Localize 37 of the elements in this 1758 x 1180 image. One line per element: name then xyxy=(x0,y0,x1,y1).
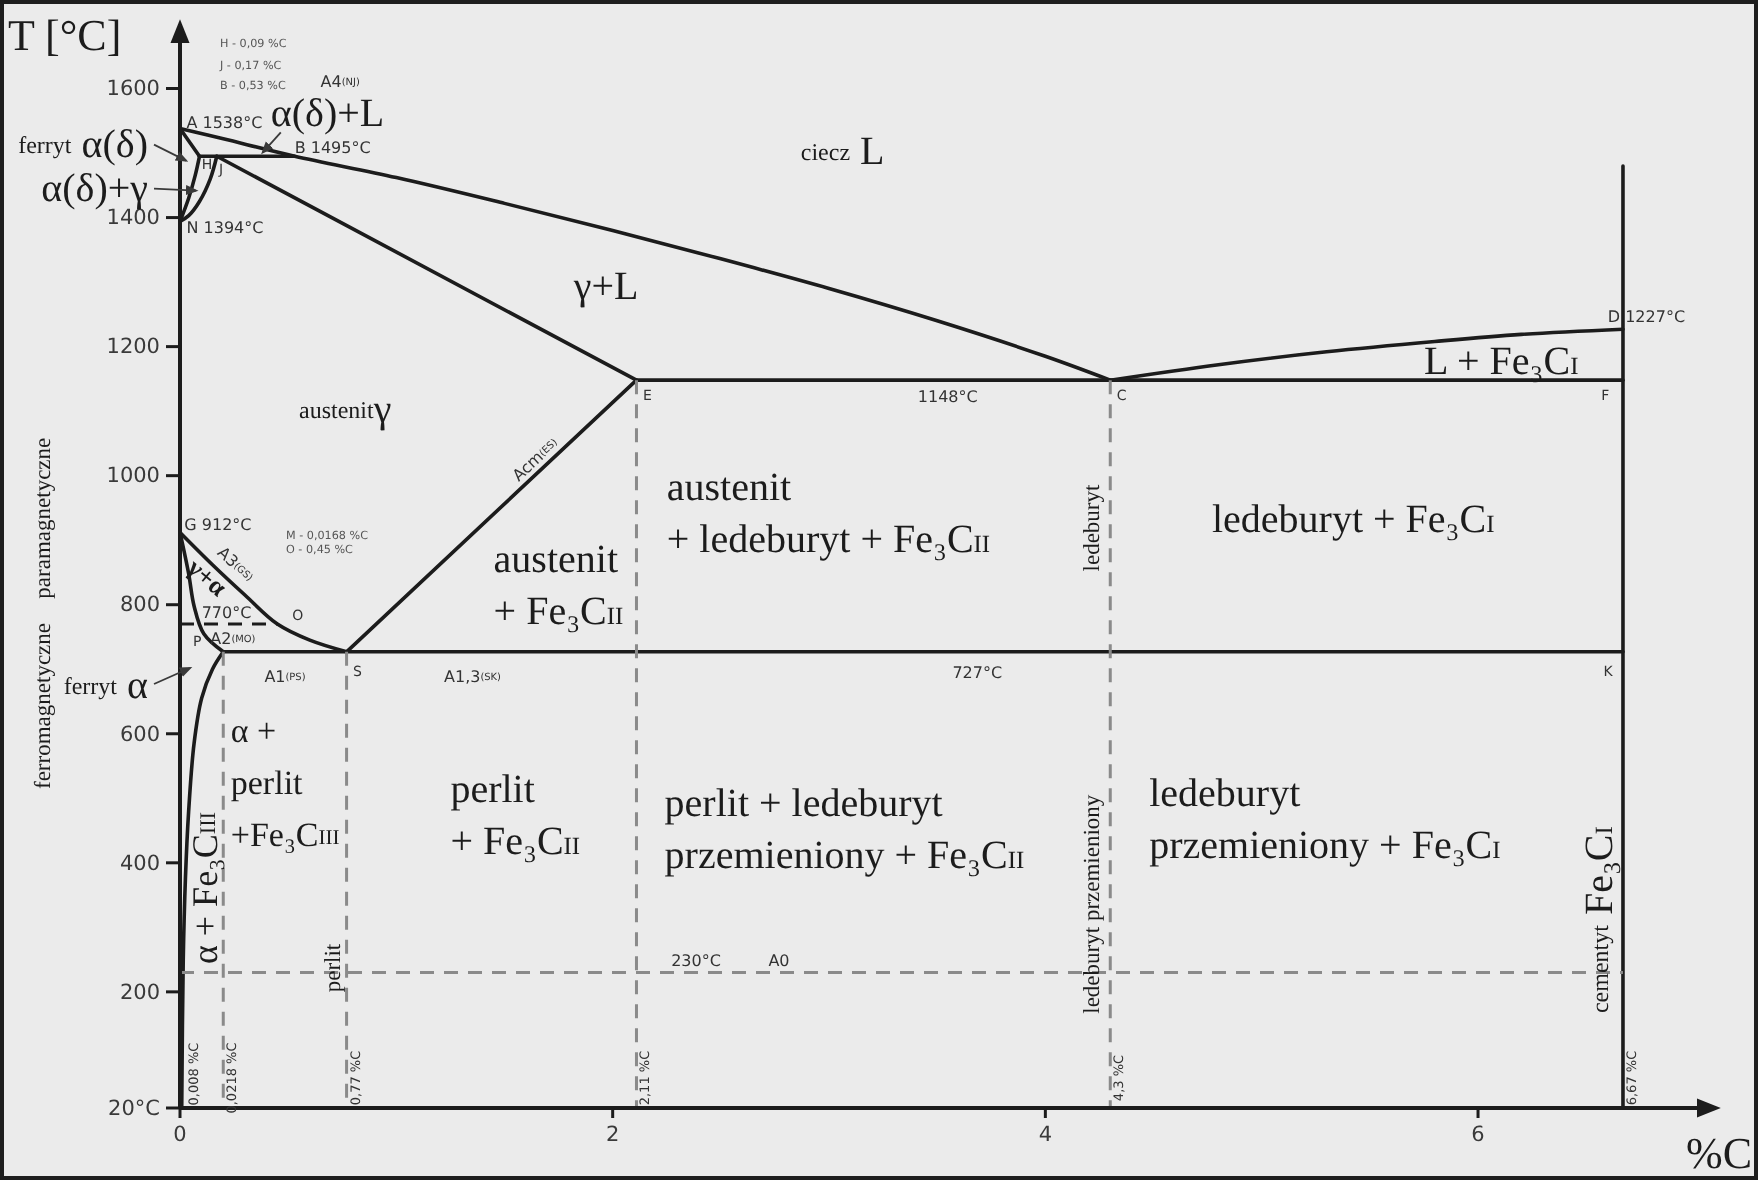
x-tick-label: 2 xyxy=(605,1122,620,1147)
annotation: ledeburyt przemieniony xyxy=(1081,794,1105,1014)
annotation: 1148°C xyxy=(917,387,979,406)
annotation: perlit xyxy=(321,942,346,993)
annotation: D 1227°C xyxy=(1607,307,1686,326)
annotation: ciecz L xyxy=(800,130,885,175)
text: paramagnetyczne xyxy=(32,437,56,599)
y-tick-label: 1400 xyxy=(106,206,160,231)
x-tick-label: 6 xyxy=(1471,1122,1486,1147)
y-tick-label: 400 xyxy=(119,851,160,876)
y-tick-label: 800 xyxy=(119,593,160,618)
text: ferryt α(δ) xyxy=(18,122,148,167)
y-tick-label: 600 xyxy=(119,722,160,747)
y-tick-label: 20°C xyxy=(108,1096,160,1121)
y-tick-label: 1200 xyxy=(106,335,160,360)
y-tick-label: 1600 xyxy=(106,77,160,102)
annotation: N 1394°C xyxy=(186,218,265,237)
annotation: γ+L xyxy=(571,264,639,309)
text: α(δ)+γ xyxy=(41,166,149,211)
annotation: ledeburyt xyxy=(1081,482,1105,572)
annotation: A0 xyxy=(768,950,790,969)
annotation: G 912°C xyxy=(184,515,253,534)
annotation: austenitγ xyxy=(299,388,392,433)
y-tick-label: 200 xyxy=(119,980,160,1005)
text: ferromagnetyczne xyxy=(32,622,56,790)
text: ferryt α xyxy=(63,664,150,708)
annotation: 770°C xyxy=(201,602,253,621)
y-tick-label: 1000 xyxy=(106,464,160,489)
y-axis-title: T [°C] xyxy=(8,9,122,59)
x-tick-label: 4 xyxy=(1038,1122,1053,1147)
annotation: 727°C xyxy=(952,662,1003,681)
annotation: 230°C xyxy=(671,950,722,969)
annotation: A 1538°C xyxy=(186,113,264,132)
annotation: α(δ)+L xyxy=(270,92,385,137)
x-tick-label: 0 xyxy=(173,1122,187,1147)
x-axis-title: %C xyxy=(1686,1127,1752,1177)
annotation: B 1495°C xyxy=(294,138,372,157)
